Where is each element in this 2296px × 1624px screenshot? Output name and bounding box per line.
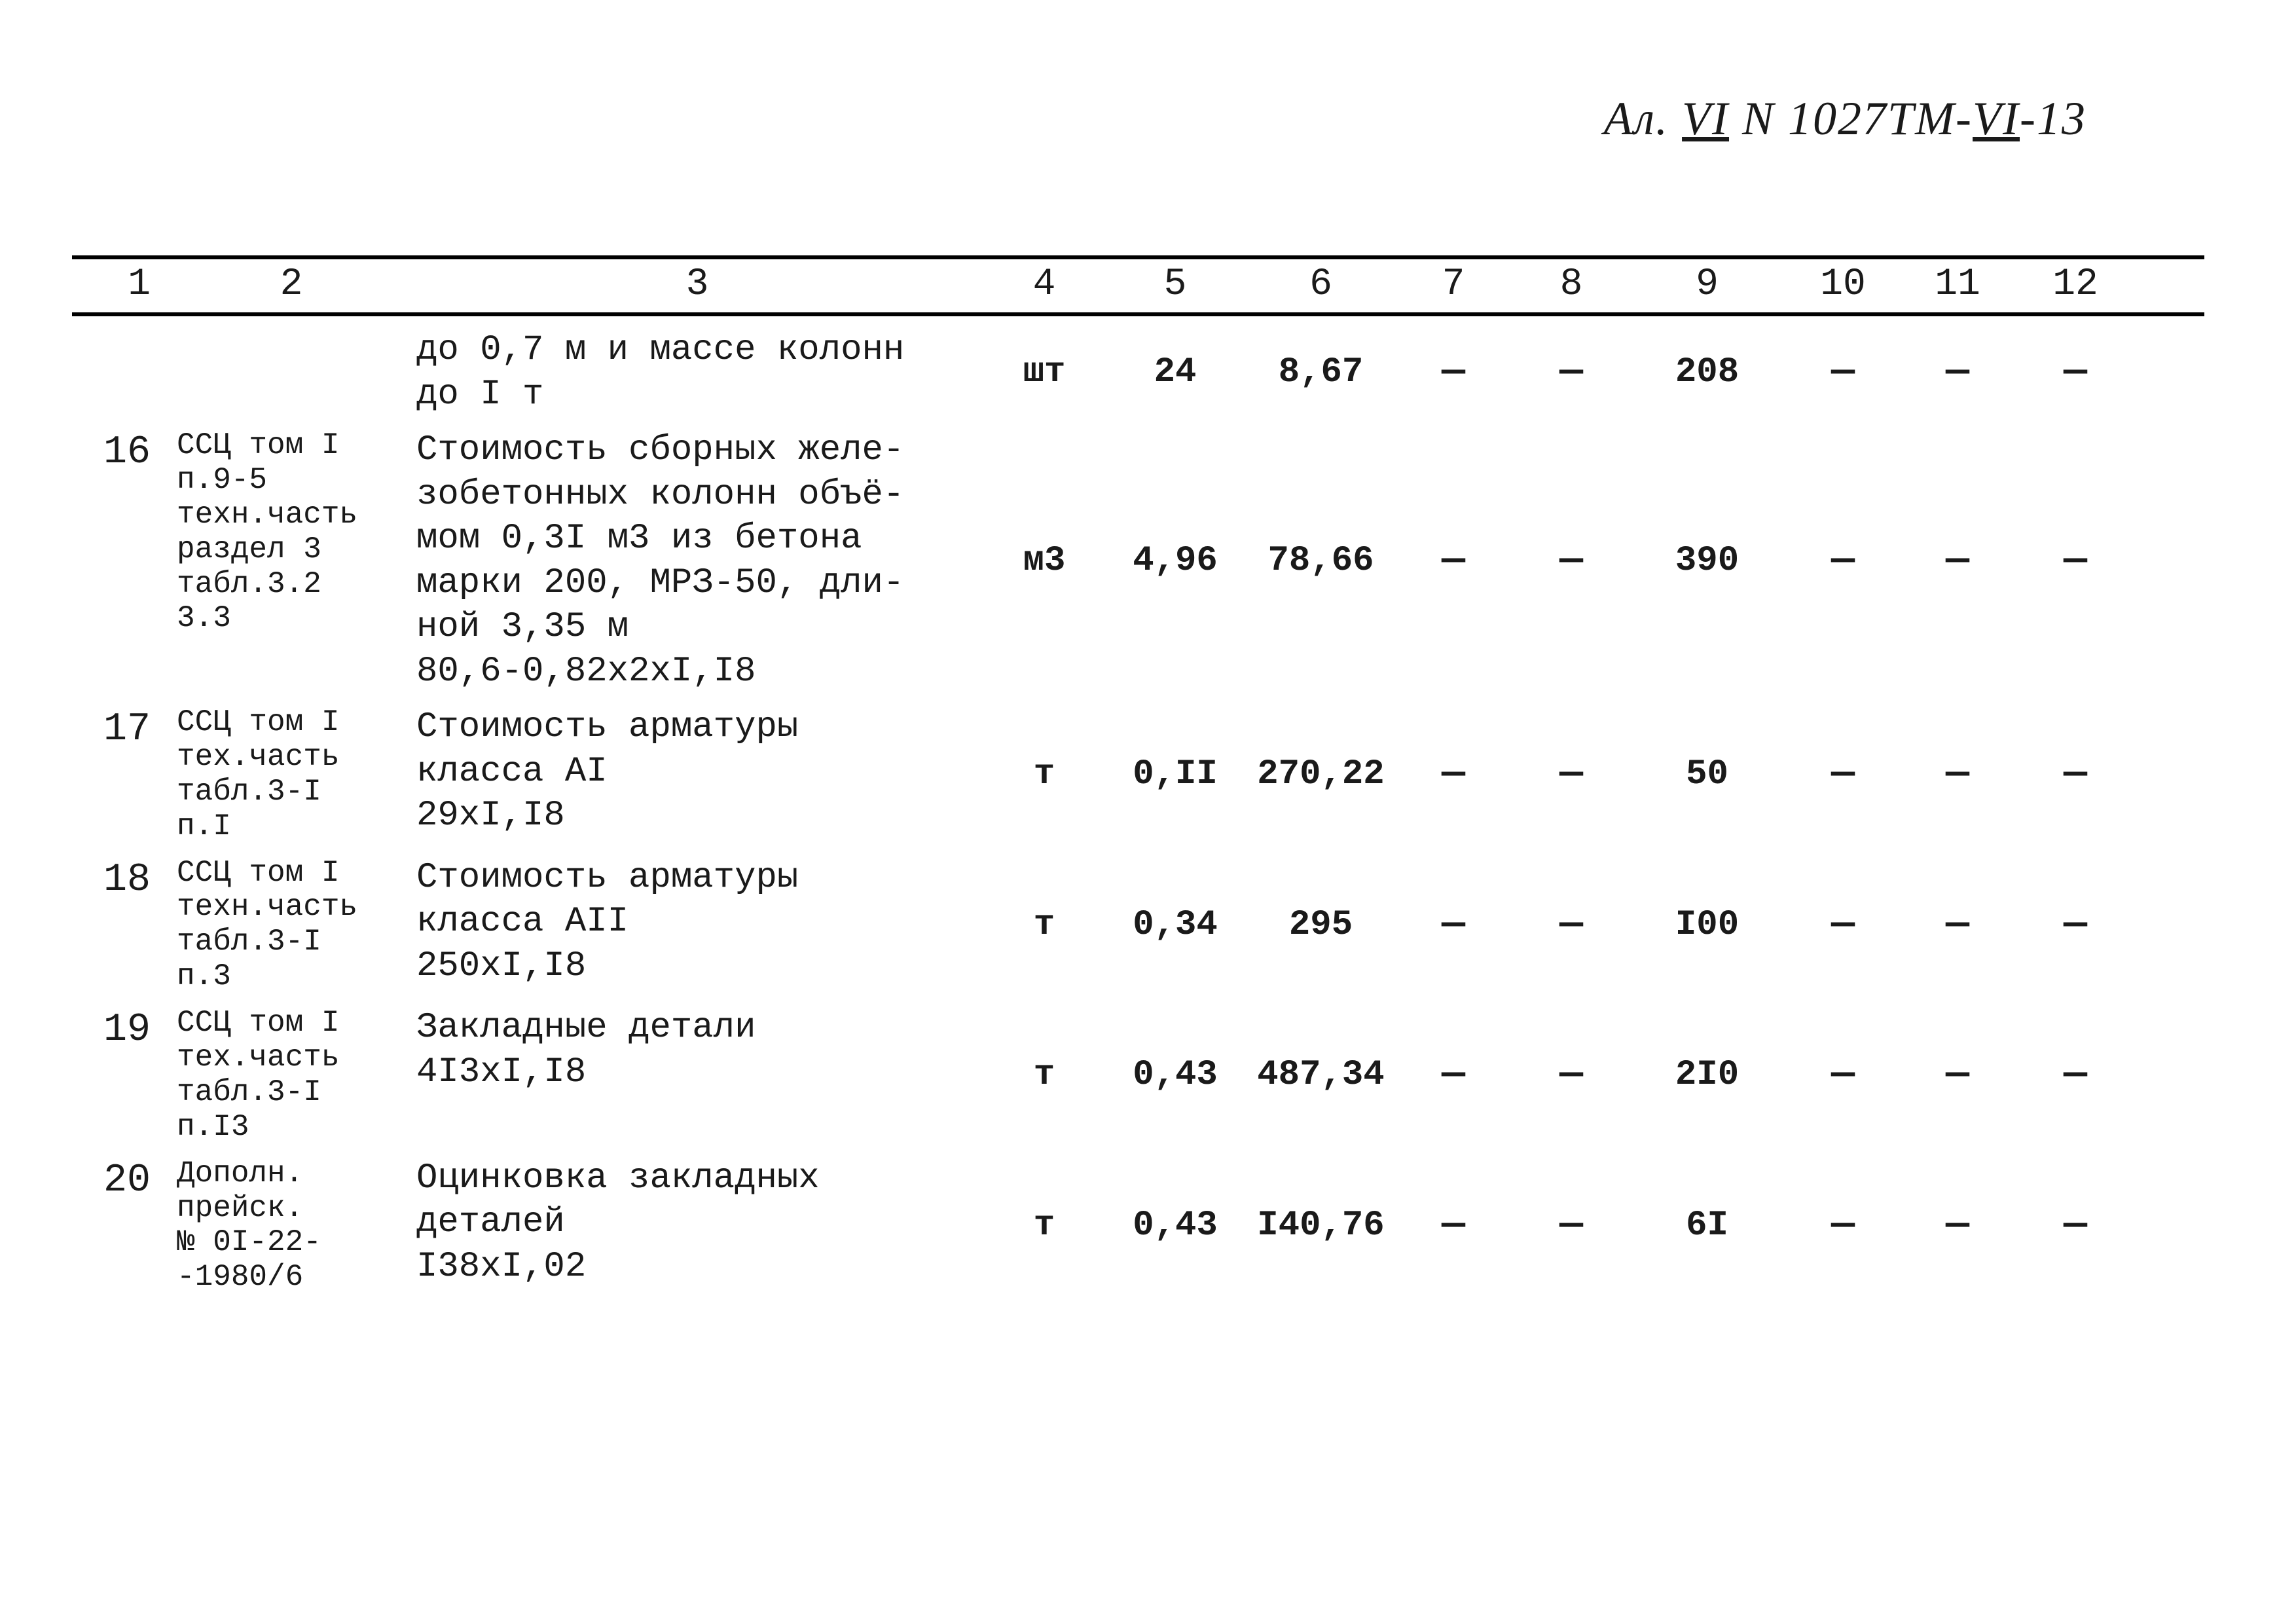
cell-qty: 4,96 bbox=[1106, 539, 1244, 583]
cell-price: 8,67 bbox=[1244, 350, 1398, 395]
cell-unit: шт bbox=[982, 350, 1106, 395]
table-row: 16 ССЦ том I п.9-5 техн.часть раздел 3 т… bbox=[72, 416, 2204, 693]
cell-c10: — bbox=[1781, 750, 1905, 799]
document-reference: Ал. VI N 1027ТМ-VI-13 bbox=[1604, 92, 2086, 146]
col-header-2: 2 bbox=[170, 263, 412, 306]
cell-unit: т bbox=[982, 1204, 1106, 1248]
cell-index: 17 bbox=[72, 705, 170, 754]
cell-description: Стоимость арматуры класса АI 29xI,I8 bbox=[412, 705, 982, 838]
cell-qty: 0,34 bbox=[1106, 903, 1244, 948]
table-body: до 0,7 м и массе колонн до I т шт 24 8,6… bbox=[72, 316, 2204, 1295]
cell-total: 50 bbox=[1633, 752, 1781, 797]
cell-unit: т bbox=[982, 752, 1106, 797]
ref-suffix: -13 bbox=[2020, 92, 2086, 145]
ref-prefix: Ал. bbox=[1604, 92, 1682, 145]
cell-unit: т bbox=[982, 903, 1106, 948]
cell-qty: 0,43 bbox=[1106, 1204, 1244, 1248]
cell-c10: — bbox=[1781, 1050, 1905, 1099]
cell-c12: — bbox=[2010, 1201, 2141, 1250]
cell-reference: Дополн. прейск. № 0I-22- -1980/6 bbox=[170, 1156, 412, 1295]
cell-reference: ССЦ том I тех.часть табл.3-I п.I bbox=[170, 705, 412, 844]
col-header-11: 11 bbox=[1905, 263, 2010, 306]
cell-reference: ССЦ том I техн.часть табл.3-I п.3 bbox=[170, 856, 412, 995]
cell-c11: — bbox=[1905, 1201, 2010, 1250]
cell-price: I40,76 bbox=[1244, 1204, 1398, 1248]
cell-c12: — bbox=[2010, 1050, 2141, 1099]
col-header-7: 7 bbox=[1398, 263, 1509, 306]
cell-c8: — bbox=[1509, 348, 1633, 397]
cell-index: 18 bbox=[72, 856, 170, 905]
cell-c8: — bbox=[1509, 1050, 1633, 1099]
cell-total: 390 bbox=[1633, 539, 1781, 583]
cell-c10: — bbox=[1781, 348, 1905, 397]
col-header-9: 9 bbox=[1633, 263, 1781, 306]
cell-c11: — bbox=[1905, 348, 2010, 397]
cell-price: 487,34 bbox=[1244, 1053, 1398, 1098]
column-header-row: 1 2 3 4 5 6 7 8 9 10 11 12 bbox=[72, 259, 2204, 316]
ref-roman-2: VI bbox=[1973, 92, 2020, 145]
cell-price: 295 bbox=[1244, 903, 1398, 948]
cell-price: 78,66 bbox=[1244, 539, 1398, 583]
table-row: 20 Дополн. прейск. № 0I-22- -1980/6 Оцин… bbox=[72, 1145, 2204, 1295]
col-header-4: 4 bbox=[982, 263, 1106, 306]
cell-c8: — bbox=[1509, 750, 1633, 799]
cell-qty: 0,43 bbox=[1106, 1053, 1244, 1098]
cell-c7: — bbox=[1398, 900, 1509, 950]
cell-c7: — bbox=[1398, 750, 1509, 799]
cell-unit: т bbox=[982, 1053, 1106, 1098]
cell-reference: ССЦ том I тех.часть табл.3-I п.I3 bbox=[170, 1006, 412, 1145]
cell-qty: 24 bbox=[1106, 350, 1244, 395]
table-row: 17 ССЦ том I тех.часть табл.3-I п.I Стои… bbox=[72, 693, 2204, 844]
cell-c10: — bbox=[1781, 900, 1905, 950]
cell-reference: ССЦ том I п.9-5 техн.часть раздел 3 табл… bbox=[170, 428, 412, 636]
cell-index: 20 bbox=[72, 1156, 170, 1206]
cell-c8: — bbox=[1509, 536, 1633, 585]
cell-unit: м3 bbox=[982, 539, 1106, 583]
cell-description: Оцинковка закладных деталей I38xI,02 bbox=[412, 1156, 982, 1289]
cell-description: Стоимость сборных желе- зобетонных колон… bbox=[412, 428, 982, 693]
cell-c7: — bbox=[1398, 1050, 1509, 1099]
cell-c7: — bbox=[1398, 348, 1509, 397]
col-header-5: 5 bbox=[1106, 263, 1244, 306]
col-header-8: 8 bbox=[1509, 263, 1633, 306]
cell-c10: — bbox=[1781, 536, 1905, 585]
col-header-12: 12 bbox=[2010, 263, 2141, 306]
cell-c11: — bbox=[1905, 750, 2010, 799]
cell-c11: — bbox=[1905, 900, 2010, 950]
table-row: 19 ССЦ том I тех.часть табл.3-I п.I3 Зак… bbox=[72, 994, 2204, 1145]
cell-index: 16 bbox=[72, 428, 170, 477]
cell-description: Закладные детали 4I3xI,I8 bbox=[412, 1006, 982, 1094]
cell-c7: — bbox=[1398, 1201, 1509, 1250]
table-row: 18 ССЦ том I техн.часть табл.3-I п.3 Сто… bbox=[72, 844, 2204, 995]
table-sheet: 1 2 3 4 5 6 7 8 9 10 11 12 до 0,7 м и ма… bbox=[72, 255, 2204, 1295]
cell-index: 19 bbox=[72, 1006, 170, 1055]
cell-price: 270,22 bbox=[1244, 752, 1398, 797]
cell-c12: — bbox=[2010, 750, 2141, 799]
cell-c12: — bbox=[2010, 900, 2141, 950]
page: Ал. VI N 1027ТМ-VI-13 1 2 3 4 5 6 7 8 9 … bbox=[0, 0, 2296, 1624]
ref-roman-1: VI bbox=[1682, 92, 1729, 145]
cell-c12: — bbox=[2010, 348, 2141, 397]
ref-mid: N 1027ТМ- bbox=[1729, 92, 1973, 145]
table-row: до 0,7 м и массе колонн до I т шт 24 8,6… bbox=[72, 316, 2204, 416]
cell-c8: — bbox=[1509, 900, 1633, 950]
col-header-3: 3 bbox=[412, 263, 982, 306]
cell-c10: — bbox=[1781, 1201, 1905, 1250]
cell-total: 2I0 bbox=[1633, 1053, 1781, 1098]
cell-c7: — bbox=[1398, 536, 1509, 585]
col-header-6: 6 bbox=[1244, 263, 1398, 306]
cell-c8: — bbox=[1509, 1201, 1633, 1250]
cell-total: 208 bbox=[1633, 350, 1781, 395]
cell-c11: — bbox=[1905, 536, 2010, 585]
cell-c12: — bbox=[2010, 536, 2141, 585]
cell-description: Стоимость арматуры класса АII 250xI,I8 bbox=[412, 856, 982, 989]
col-header-10: 10 bbox=[1781, 263, 1905, 306]
cell-description: до 0,7 м и массе колонн до I т bbox=[412, 328, 982, 416]
cell-total: I00 bbox=[1633, 903, 1781, 948]
cell-qty: 0,II bbox=[1106, 752, 1244, 797]
cell-c11: — bbox=[1905, 1050, 2010, 1099]
col-header-1: 1 bbox=[72, 263, 170, 306]
cell-total: 6I bbox=[1633, 1204, 1781, 1248]
